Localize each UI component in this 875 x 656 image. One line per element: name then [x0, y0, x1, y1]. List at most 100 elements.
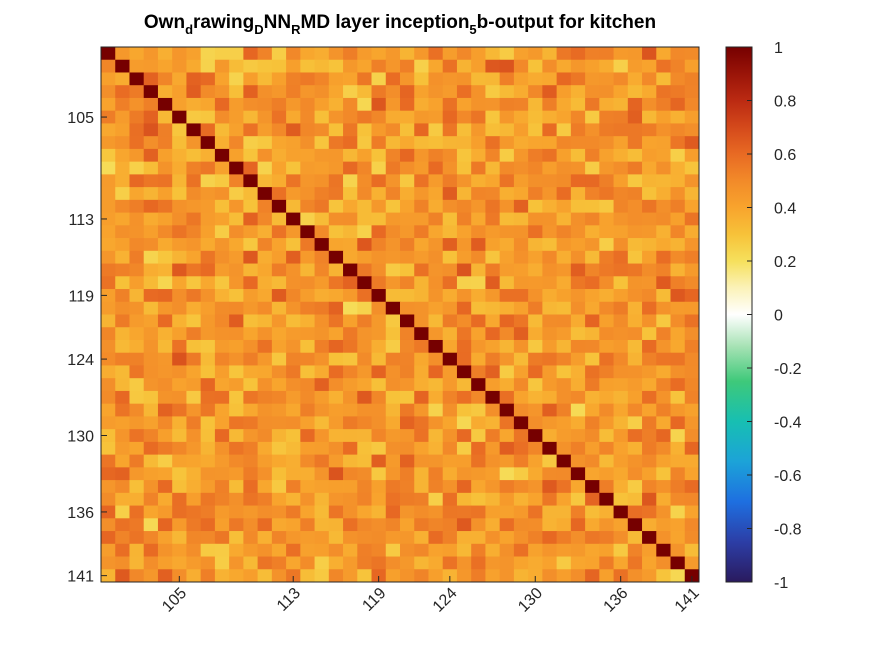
heatmap-cell — [456, 72, 472, 86]
heatmap-cell — [328, 199, 344, 213]
heatmap-cell — [328, 314, 344, 328]
heatmap-cell — [485, 531, 501, 545]
heatmap-cell — [157, 480, 173, 494]
heatmap-cell — [656, 161, 671, 175]
heatmap-cell — [243, 85, 259, 99]
heatmap-cell — [129, 441, 145, 456]
heatmap-cell — [172, 327, 187, 341]
heatmap-cell — [157, 403, 173, 417]
heatmap-cell — [243, 378, 259, 392]
heatmap-cell — [642, 85, 657, 99]
heatmap-cell — [157, 148, 173, 163]
heatmap-cell — [343, 467, 358, 481]
heatmap-cell — [343, 250, 358, 264]
heatmap-cell — [300, 365, 315, 379]
heatmap-cell — [414, 161, 429, 175]
heatmap-cell — [300, 72, 315, 86]
heatmap-cell — [400, 327, 415, 341]
heatmap-cell — [513, 238, 529, 252]
heatmap-cell — [456, 569, 472, 583]
heatmap-cell — [528, 505, 543, 519]
heatmap-cell — [385, 212, 401, 226]
heatmap-cell — [186, 59, 202, 73]
heatmap-cell — [414, 199, 429, 213]
heatmap-cell — [229, 123, 244, 137]
heatmap-cell — [257, 59, 273, 73]
heatmap-cell — [271, 492, 287, 506]
heatmap-cell — [471, 85, 486, 99]
heatmap-cell — [257, 123, 273, 137]
heatmap-cell — [400, 378, 415, 392]
heatmap-cell — [684, 263, 700, 277]
heatmap-cell — [528, 97, 543, 112]
colorbar-tick-label: -0.8 — [774, 522, 802, 539]
heatmap-cell — [442, 199, 458, 213]
heatmap-cell — [371, 301, 387, 315]
heatmap-cell — [286, 59, 301, 73]
heatmap-cell — [542, 378, 558, 392]
heatmap-cell — [428, 352, 444, 366]
heatmap-cell — [328, 263, 344, 277]
heatmap-cell — [300, 467, 315, 481]
heatmap-cell — [286, 238, 301, 252]
heatmap-cell — [456, 543, 472, 557]
heatmap-cell — [627, 136, 643, 150]
heatmap-cell — [556, 47, 572, 61]
heatmap-cell — [456, 429, 472, 443]
heatmap-cell — [670, 390, 686, 405]
heatmap-cell — [627, 492, 643, 506]
heatmap-cell — [684, 314, 700, 328]
heatmap-cell — [286, 531, 301, 545]
heatmap-cell — [656, 327, 671, 341]
heatmap-cell — [414, 327, 429, 341]
heatmap-cell — [542, 161, 558, 175]
heatmap-cell — [314, 365, 330, 379]
heatmap-cell — [143, 429, 159, 443]
heatmap-cell — [214, 59, 230, 73]
heatmap-cell — [627, 276, 643, 290]
heatmap-cell — [499, 263, 515, 277]
heatmap-cell — [172, 110, 187, 124]
heatmap-cell — [556, 531, 572, 545]
heatmap-cell — [314, 136, 330, 150]
heatmap-cell — [328, 390, 344, 405]
heatmap-cell — [257, 174, 273, 188]
heatmap-cell — [229, 403, 244, 417]
heatmap-cell — [599, 97, 614, 112]
heatmap-cell — [214, 467, 230, 481]
heatmap-cell — [684, 187, 700, 201]
heatmap-cell — [385, 59, 401, 73]
heatmap-cell — [684, 161, 700, 175]
heatmap-cell — [143, 352, 159, 366]
heatmap-cell — [456, 174, 472, 188]
heatmap-cell — [314, 480, 330, 494]
heatmap-cell — [300, 480, 315, 494]
heatmap-cell — [200, 543, 216, 557]
heatmap-cell — [157, 187, 173, 201]
heatmap-cell — [186, 110, 202, 124]
heatmap-cell — [528, 187, 543, 201]
heatmap-cell — [286, 416, 301, 430]
heatmap-cell — [115, 123, 130, 137]
heatmap-cell — [656, 480, 671, 494]
heatmap-cell — [485, 289, 501, 303]
heatmap-cell — [143, 365, 159, 379]
heatmap-cell — [400, 276, 415, 290]
heatmap-cell — [442, 148, 458, 163]
heatmap-cell — [499, 556, 515, 570]
heatmap-cell — [656, 314, 671, 328]
heatmap-cell — [627, 352, 643, 366]
heatmap-cell — [129, 480, 145, 494]
heatmap-cell — [456, 123, 472, 137]
heatmap-cell — [243, 161, 259, 175]
heatmap-cell — [670, 352, 686, 366]
heatmap-cell — [684, 276, 700, 290]
heatmap-cell — [157, 123, 173, 137]
heatmap-cell — [214, 161, 230, 175]
heatmap-cell — [670, 365, 686, 379]
heatmap-cell — [200, 276, 216, 290]
heatmap-cell — [542, 85, 558, 99]
heatmap-cell — [428, 390, 444, 405]
heatmap-cell — [670, 72, 686, 86]
x-tick-label: 136 — [601, 585, 632, 616]
